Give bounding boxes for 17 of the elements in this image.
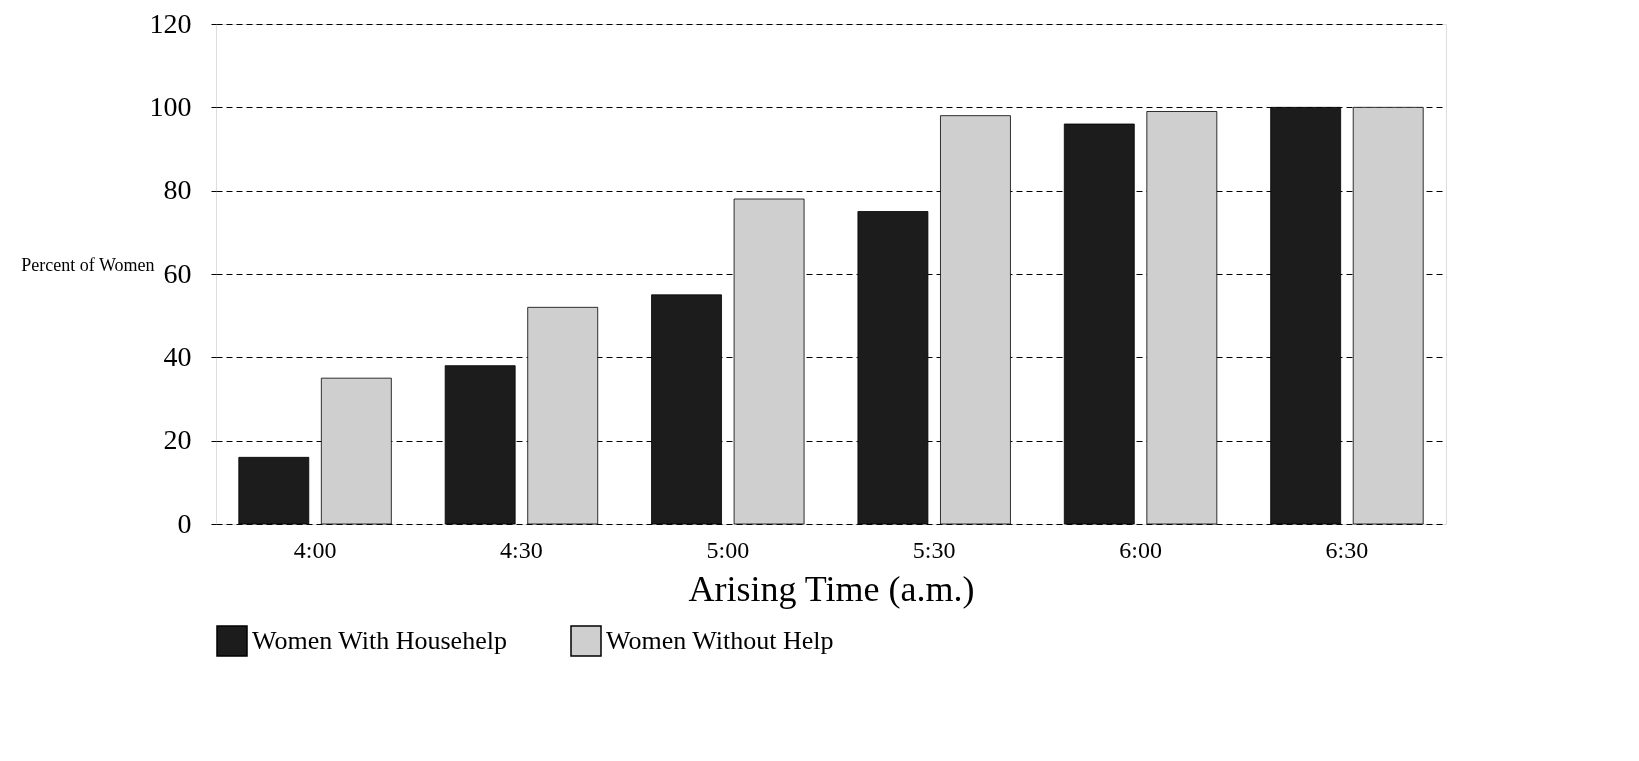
x-tick-label: 5:00 xyxy=(706,536,750,563)
x-tick-label: 4:00 xyxy=(293,536,337,563)
x-tick-label: 5:30 xyxy=(912,536,956,563)
y-tick-label: 40 xyxy=(163,340,192,372)
x-axis-title: Arising Time (a.m.) xyxy=(688,568,975,609)
y-tick-label: 20 xyxy=(163,424,192,456)
y-tick-label: 80 xyxy=(163,174,192,206)
y-tick-label: 60 xyxy=(163,257,192,289)
legend-label: Women Without Help xyxy=(606,626,834,655)
y-tick-label: 120 xyxy=(149,7,192,39)
y-axis-title: Percent of Women xyxy=(21,254,155,275)
x-tick-label: 6:00 xyxy=(1119,536,1162,563)
y-tick-label: 100 xyxy=(149,90,192,122)
y-tick-label: 0 xyxy=(177,507,192,539)
x-tick-label: 6:30 xyxy=(1325,536,1369,563)
x-tick-label: 4:30 xyxy=(500,536,543,563)
legend-label: Women With Househelp xyxy=(252,626,507,655)
